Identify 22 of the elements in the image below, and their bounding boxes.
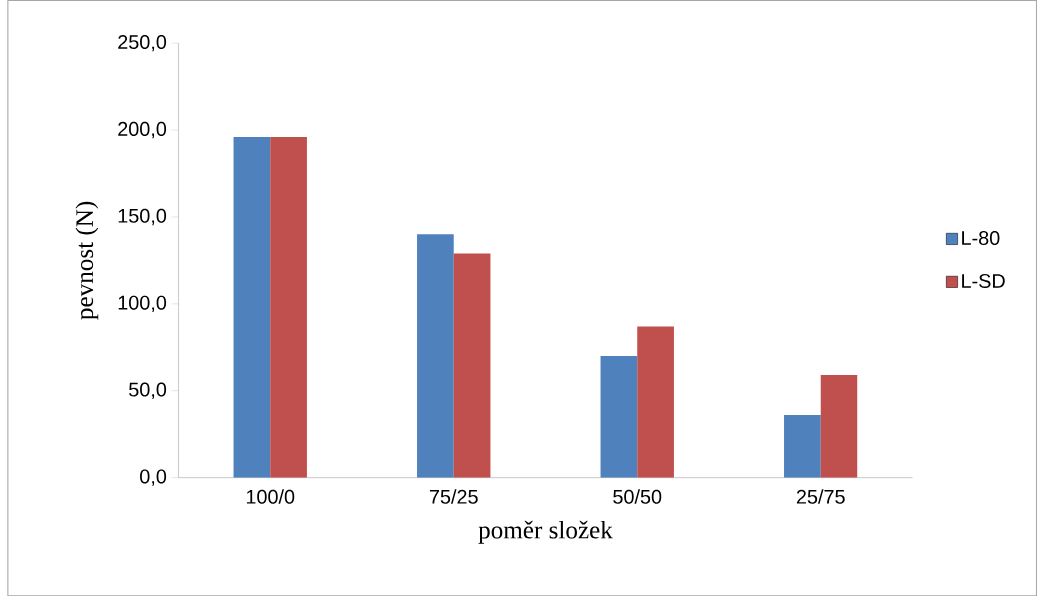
x-tick-label: 50/50: [613, 489, 662, 504]
bar: [637, 326, 674, 478]
bar: [453, 253, 491, 478]
y-axis-title: pevnost (N): [75, 201, 99, 320]
x-tick-label: 100/0: [246, 489, 295, 504]
y-tick-label: 100,0: [118, 295, 167, 312]
bar: [820, 375, 858, 478]
bar: [233, 136, 271, 478]
y-tick-label: 50,0: [129, 382, 167, 399]
legend-label: L-SD: [962, 273, 1005, 288]
y-tick-label: 150,0: [118, 208, 167, 226]
legend-label: L-80: [962, 230, 1000, 245]
y-tick-label: 0,0: [140, 469, 167, 486]
bar: [270, 136, 307, 478]
x-tick-label: 75/25: [429, 489, 478, 504]
x-tick-label: 25/75: [796, 489, 845, 504]
y-tick-label: 200,0: [118, 121, 167, 139]
x-axis-title: poměr složek: [478, 520, 613, 544]
bar: [417, 234, 454, 478]
bar: [600, 355, 638, 478]
bar: [784, 414, 821, 478]
y-tick-label: 250,0: [118, 34, 167, 52]
